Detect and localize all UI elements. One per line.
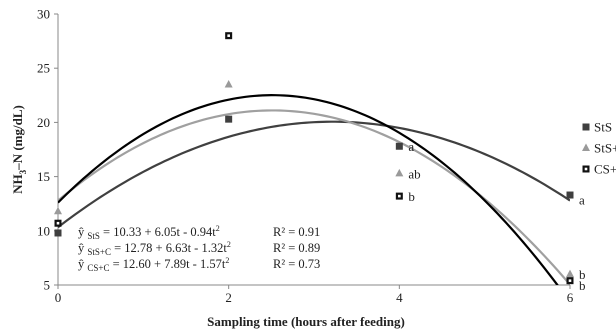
equation-yhat: ŷ xyxy=(78,225,87,239)
point-StS+C xyxy=(224,79,233,88)
point-StS+C xyxy=(395,168,404,177)
point-CS+C xyxy=(225,32,233,40)
y-axis-title-main: NH xyxy=(10,174,25,194)
significance-label: b xyxy=(579,267,586,282)
significance-label: b xyxy=(579,278,586,293)
significance-label: a xyxy=(408,139,414,154)
y-axis-title: NH3–N (mg/dL) xyxy=(10,105,28,194)
point-StS-body xyxy=(566,191,574,199)
x-tick-label: 4 xyxy=(396,290,403,305)
point-CS+C-inset xyxy=(56,221,60,225)
point-CS+C-inset xyxy=(398,194,401,198)
data-points-group xyxy=(54,32,574,285)
significance-label: a xyxy=(579,192,585,207)
equation-expression: = 12.78 + 6.63t - 1.32t xyxy=(111,241,227,255)
legend-marker-StS xyxy=(582,123,590,131)
equation-subscript: CS+C xyxy=(87,263,109,273)
point-StS-body xyxy=(225,115,233,123)
x-tick-label: 2 xyxy=(225,290,232,305)
legend-marker-CS+C xyxy=(582,165,590,173)
point-StS-body xyxy=(54,229,62,237)
point-CS+C-inset xyxy=(568,279,572,282)
point-StS+C xyxy=(566,269,574,278)
y-axis-title-subscript: 3 xyxy=(18,169,28,174)
legend-label: CS+C xyxy=(594,162,616,177)
equation-r2: R² = 0.73 xyxy=(273,257,320,271)
axes-group: 5 10 15 20 25 30 0 2 4 6 Sampling time (hours afte… xyxy=(10,7,574,330)
equation-line: ŷ CS+C = 12.60 + 7.89t - 1.57t2 xyxy=(78,256,229,273)
equation-line: ŷ StS+C = 12.78 + 6.63t - 1.32t2 xyxy=(78,240,231,257)
legend-label: StS+C xyxy=(594,141,616,156)
legend: StS StS+C CS+C xyxy=(582,120,616,177)
equation-subscript: StS xyxy=(87,231,100,241)
point-CS+C xyxy=(54,219,62,227)
significance-label: ab xyxy=(408,166,420,181)
point-StS+C xyxy=(54,206,62,215)
point-StS xyxy=(395,142,403,150)
equation-r2: R² = 0.89 xyxy=(273,241,320,255)
y-tick-label: 20 xyxy=(37,115,50,130)
equation-r2: R² = 0.91 xyxy=(273,225,320,239)
y-tick-label: 5 xyxy=(44,278,51,293)
equation-expression: = 12.60 + 7.89t - 1.57t xyxy=(109,257,225,271)
x-tick-label: 0 xyxy=(55,290,62,305)
significance-label: b xyxy=(408,189,415,204)
point-CS+C xyxy=(566,277,574,285)
point-StS xyxy=(54,229,62,237)
fit-curve-CS+C xyxy=(58,94,559,285)
equation-yhat: ŷ xyxy=(78,257,87,271)
point-CS+C-inset xyxy=(227,34,230,37)
y-tick-label: 30 xyxy=(37,7,50,22)
equation-power: 2 xyxy=(216,224,220,233)
equation-line: ŷ StS = 10.33 + 6.05t - 0.94t2 xyxy=(78,224,220,241)
equation-power: 2 xyxy=(227,240,231,249)
x-tick-label: 6 xyxy=(567,290,574,305)
equation-subscript: StS+C xyxy=(87,247,111,257)
y-tick-label: 15 xyxy=(37,169,50,184)
equations-block: ŷ StS = 10.33 + 6.05t - 0.94t2 R² = 0.91ŷ… xyxy=(78,224,320,273)
equation-expression: = 10.33 + 6.05t - 0.94t xyxy=(100,225,216,239)
fit-curves-group xyxy=(58,94,570,285)
y-tick-label: 10 xyxy=(37,223,50,238)
y-axis-title-unit: –N (mg/dL) xyxy=(10,105,25,171)
point-CS+C xyxy=(395,192,403,200)
y-tick-label: 25 xyxy=(37,61,50,76)
legend-marker-StS-body xyxy=(582,123,590,131)
legend-label: StS xyxy=(594,120,612,135)
equation-power: 2 xyxy=(225,256,229,265)
x-axis-title: Sampling time (hours after feeding) xyxy=(207,314,405,329)
equation-yhat: ŷ xyxy=(78,241,87,255)
point-StS-body xyxy=(395,142,403,150)
legend-marker-CS+C-inset xyxy=(584,167,588,171)
fit-curve-StS xyxy=(58,120,570,229)
point-StS xyxy=(225,115,233,123)
legend-marker-StS+C xyxy=(582,143,590,151)
point-StS xyxy=(566,191,574,199)
